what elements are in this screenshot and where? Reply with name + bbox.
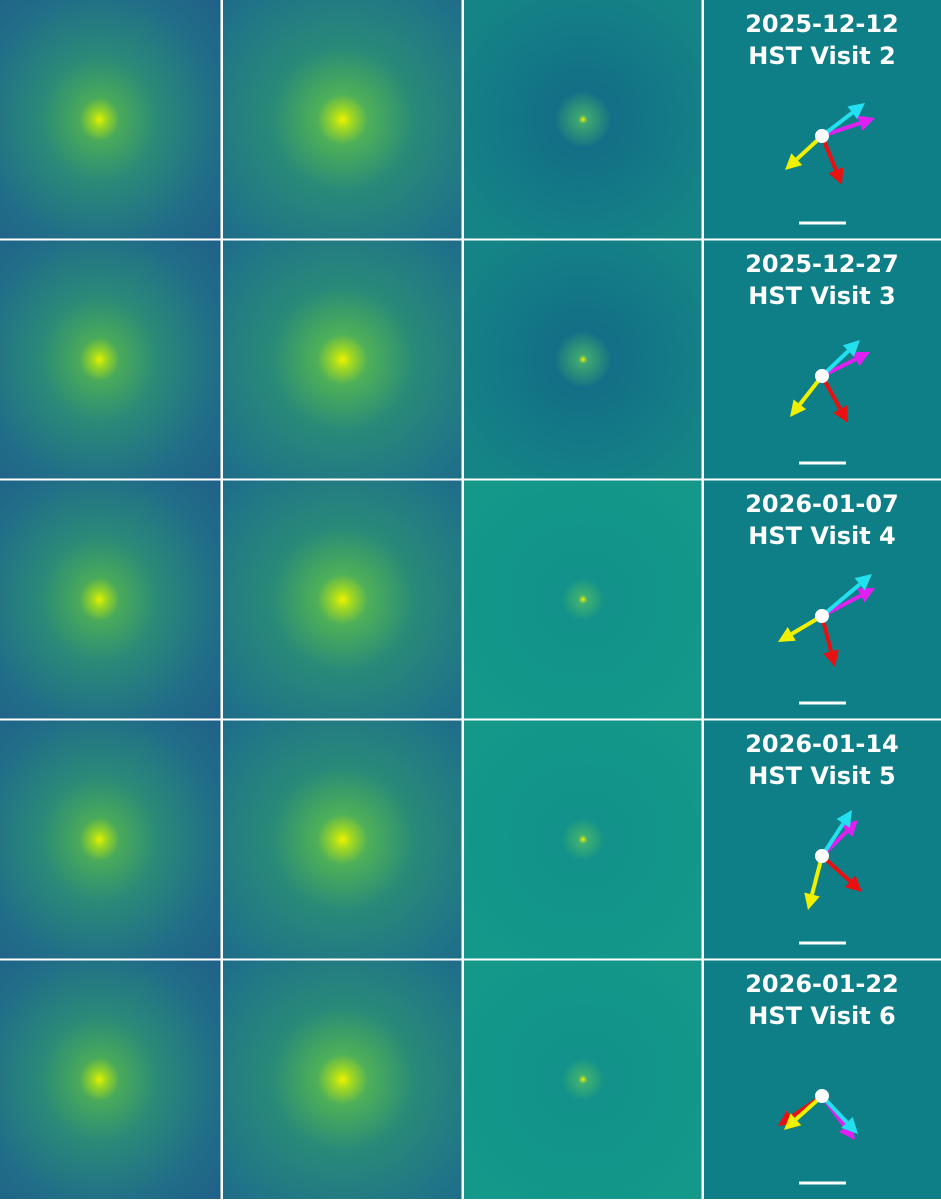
direction-arrow-head [784,1113,802,1130]
direction-arrow-head [828,167,844,185]
visit-label: HST Visit 4 [748,522,896,550]
nucleus-marker [815,1089,829,1103]
nucleus-marker [815,129,829,143]
model-image [223,0,462,239]
annotation-panel [704,0,941,239]
model-image [223,240,462,479]
visit-label: HST Visit 3 [748,282,896,310]
direction-arrow-head [833,405,848,423]
visit-label: HST Visit 5 [748,762,896,790]
direction-arrow-head [857,588,875,603]
nucleus-marker [815,369,829,383]
annotation-panel [704,480,941,719]
observation-date: 2025-12-27 [745,250,899,278]
direction-arrow-head [847,103,865,120]
residual-image [464,240,702,479]
annotation-panel [704,240,941,479]
coma-image [0,480,221,719]
direction-arrow-head [836,810,852,828]
annotation-panel [704,720,941,959]
visit-label: HST Visit 2 [748,42,896,70]
direction-arrow-head [852,352,870,367]
observation-date: 2026-01-07 [745,490,899,518]
coma-image [0,960,221,1199]
direction-arrow-head [841,1116,858,1134]
observation-date: 2026-01-14 [745,730,899,758]
direction-arrow-head [857,115,875,131]
direction-arrow-head [854,574,872,591]
residual-image [464,960,702,1199]
annotation-panel [704,960,941,1199]
model-image [223,480,462,719]
nucleus-marker [815,849,829,863]
observation-date: 2025-12-12 [745,10,899,38]
coma-image [0,720,221,959]
residual-image [464,0,702,239]
residual-image [464,480,702,719]
model-image [223,960,462,1199]
model-image [223,720,462,959]
nucleus-marker [815,609,829,623]
direction-arrow-head [778,626,796,642]
direction-arrow-head [804,892,820,910]
direction-arrow-head [844,875,862,892]
direction-arrow-head [823,649,839,667]
direction-arrow-shaft [820,582,862,618]
residual-image [464,720,702,959]
visit-label: HST Visit 6 [748,1002,896,1030]
direction-arrow-head [842,340,860,357]
coma-image [0,240,221,479]
direction-arrow-head [790,399,807,417]
coma-image [0,0,221,239]
observation-date: 2026-01-22 [745,970,899,998]
direction-arrow-head [785,153,803,170]
